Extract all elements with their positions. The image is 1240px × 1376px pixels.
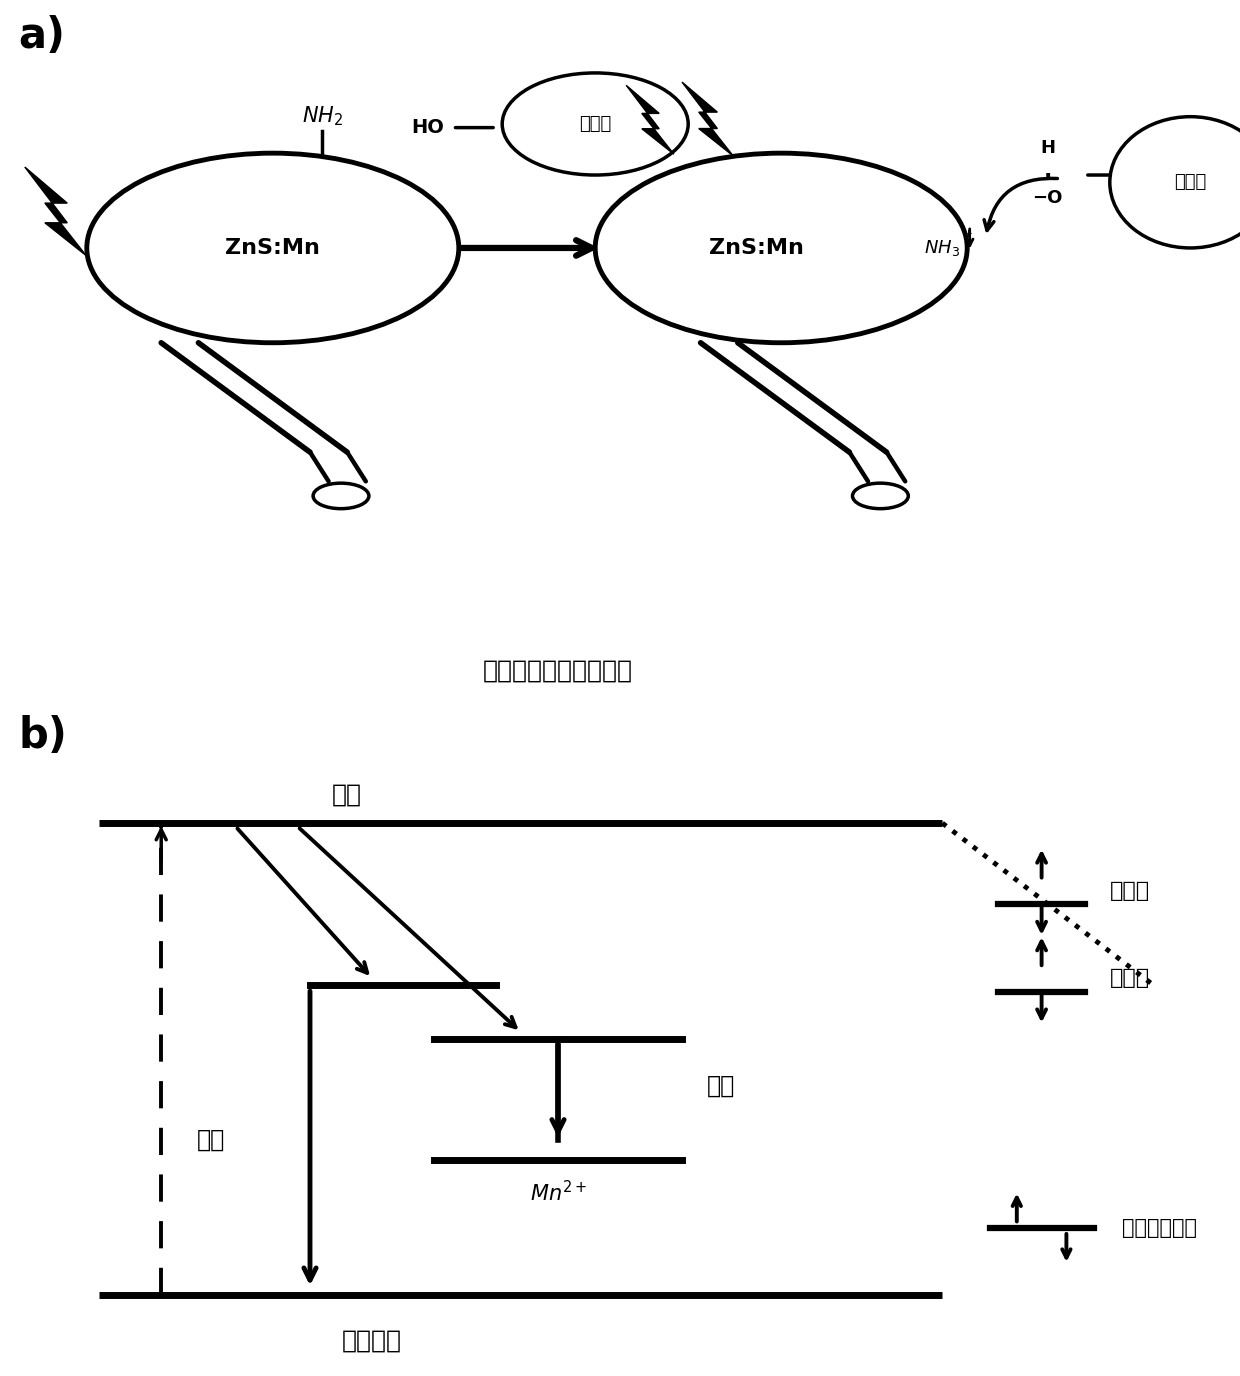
Ellipse shape [87, 153, 459, 343]
Ellipse shape [595, 153, 967, 343]
Text: $^+$: $^+$ [961, 230, 973, 245]
Text: ZnS:Mn: ZnS:Mn [709, 238, 804, 257]
Text: $NH_2$: $NH_2$ [301, 105, 343, 128]
Polygon shape [682, 83, 733, 155]
Text: 价电子带: 价电子带 [342, 1329, 402, 1353]
Text: 导带: 导带 [332, 783, 362, 806]
Text: ·: · [1044, 166, 1052, 187]
Ellipse shape [1110, 117, 1240, 248]
Text: 电子转移诱导荧光猝灭: 电子转移诱导荧光猝灭 [484, 659, 632, 682]
Text: ZnS:Mn: ZnS:Mn [226, 238, 320, 257]
Text: HO: HO [412, 118, 444, 138]
Text: 金霉素: 金霉素 [579, 116, 611, 133]
Ellipse shape [502, 73, 688, 175]
Polygon shape [25, 166, 87, 256]
Text: $Mn^{2+}$: $Mn^{2+}$ [529, 1181, 587, 1205]
Text: 金霉素: 金霉素 [1174, 173, 1207, 191]
Text: 紫外光: 紫外光 [1110, 881, 1149, 900]
Text: 蓝光: 蓝光 [197, 1128, 224, 1152]
Text: 可见光: 可见光 [1110, 969, 1149, 988]
Text: 最高占有轨道: 最高占有轨道 [1122, 1218, 1197, 1237]
Text: H: H [1040, 139, 1055, 157]
Polygon shape [626, 85, 675, 154]
Text: a): a) [19, 15, 66, 56]
Text: b): b) [19, 716, 67, 757]
Text: 橙光: 橙光 [707, 1075, 735, 1098]
Text: $NH_3$: $NH_3$ [924, 238, 960, 257]
Text: −O: −O [1033, 190, 1063, 208]
